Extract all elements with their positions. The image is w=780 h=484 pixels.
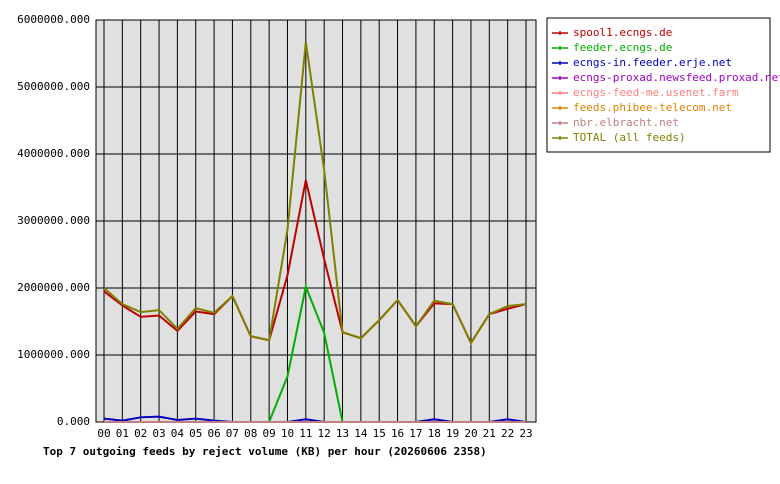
- x-tick-label: 15: [373, 427, 386, 440]
- y-tick-label: 3000000.000: [17, 214, 90, 227]
- legend-label: ecngs-proxad.newsfeed.proxad.net: [573, 71, 780, 84]
- x-tick-label: 09: [263, 427, 276, 440]
- legend-label: ecngs-in.feeder.erje.net: [573, 56, 732, 69]
- x-tick-label: 10: [281, 427, 294, 440]
- legend-label: ecngs-feed-me.usenet.farm: [573, 86, 739, 99]
- x-tick-label: 18: [428, 427, 441, 440]
- x-tick-label: 12: [318, 427, 331, 440]
- x-tick-label: 06: [207, 427, 220, 440]
- x-tick-label: 16: [391, 427, 404, 440]
- legend-label: feeder.ecngs.de: [573, 41, 672, 54]
- series-line: [103, 41, 527, 346]
- legend-label: nbr.elbracht.net: [573, 116, 679, 129]
- chart-title: Top 7 outgoing feeds by reject volume (K…: [43, 445, 487, 458]
- x-tick-label: 08: [244, 427, 257, 440]
- legend-label: feeds.phibee-telecom.net: [573, 101, 732, 114]
- y-tick-label: 0.000: [57, 415, 90, 428]
- x-tick-label: 05: [189, 427, 202, 440]
- legend: [546, 17, 771, 153]
- x-tick-label: 02: [134, 427, 147, 440]
- x-tick-label: 14: [354, 427, 368, 440]
- x-tick-label: 17: [409, 427, 422, 440]
- x-tick-label: 00: [97, 427, 110, 440]
- x-tick-label: 21: [483, 427, 496, 440]
- y-tick-label: 2000000.000: [17, 281, 90, 294]
- x-tick-label: 22: [501, 427, 514, 440]
- x-tick-label: 03: [152, 427, 165, 440]
- y-tick-label: 4000000.000: [17, 147, 90, 160]
- x-tick-label: 13: [336, 427, 349, 440]
- y-tick-label: 5000000.000: [17, 80, 90, 93]
- x-tick-label: 20: [464, 427, 477, 440]
- x-tick-label: 23: [519, 427, 532, 440]
- legend-label: TOTAL (all feeds): [573, 131, 686, 144]
- x-tick-label: 04: [171, 427, 185, 440]
- x-tick-label: 11: [299, 427, 312, 440]
- x-tick-label: 07: [226, 427, 239, 440]
- x-tick-label: 01: [116, 427, 129, 440]
- y-tick-label: 1000000.000: [17, 348, 90, 361]
- x-tick-label: 19: [446, 427, 459, 440]
- y-tick-label: 6000000.000: [17, 13, 90, 26]
- legend-label: spool1.ecngs.de: [573, 26, 672, 39]
